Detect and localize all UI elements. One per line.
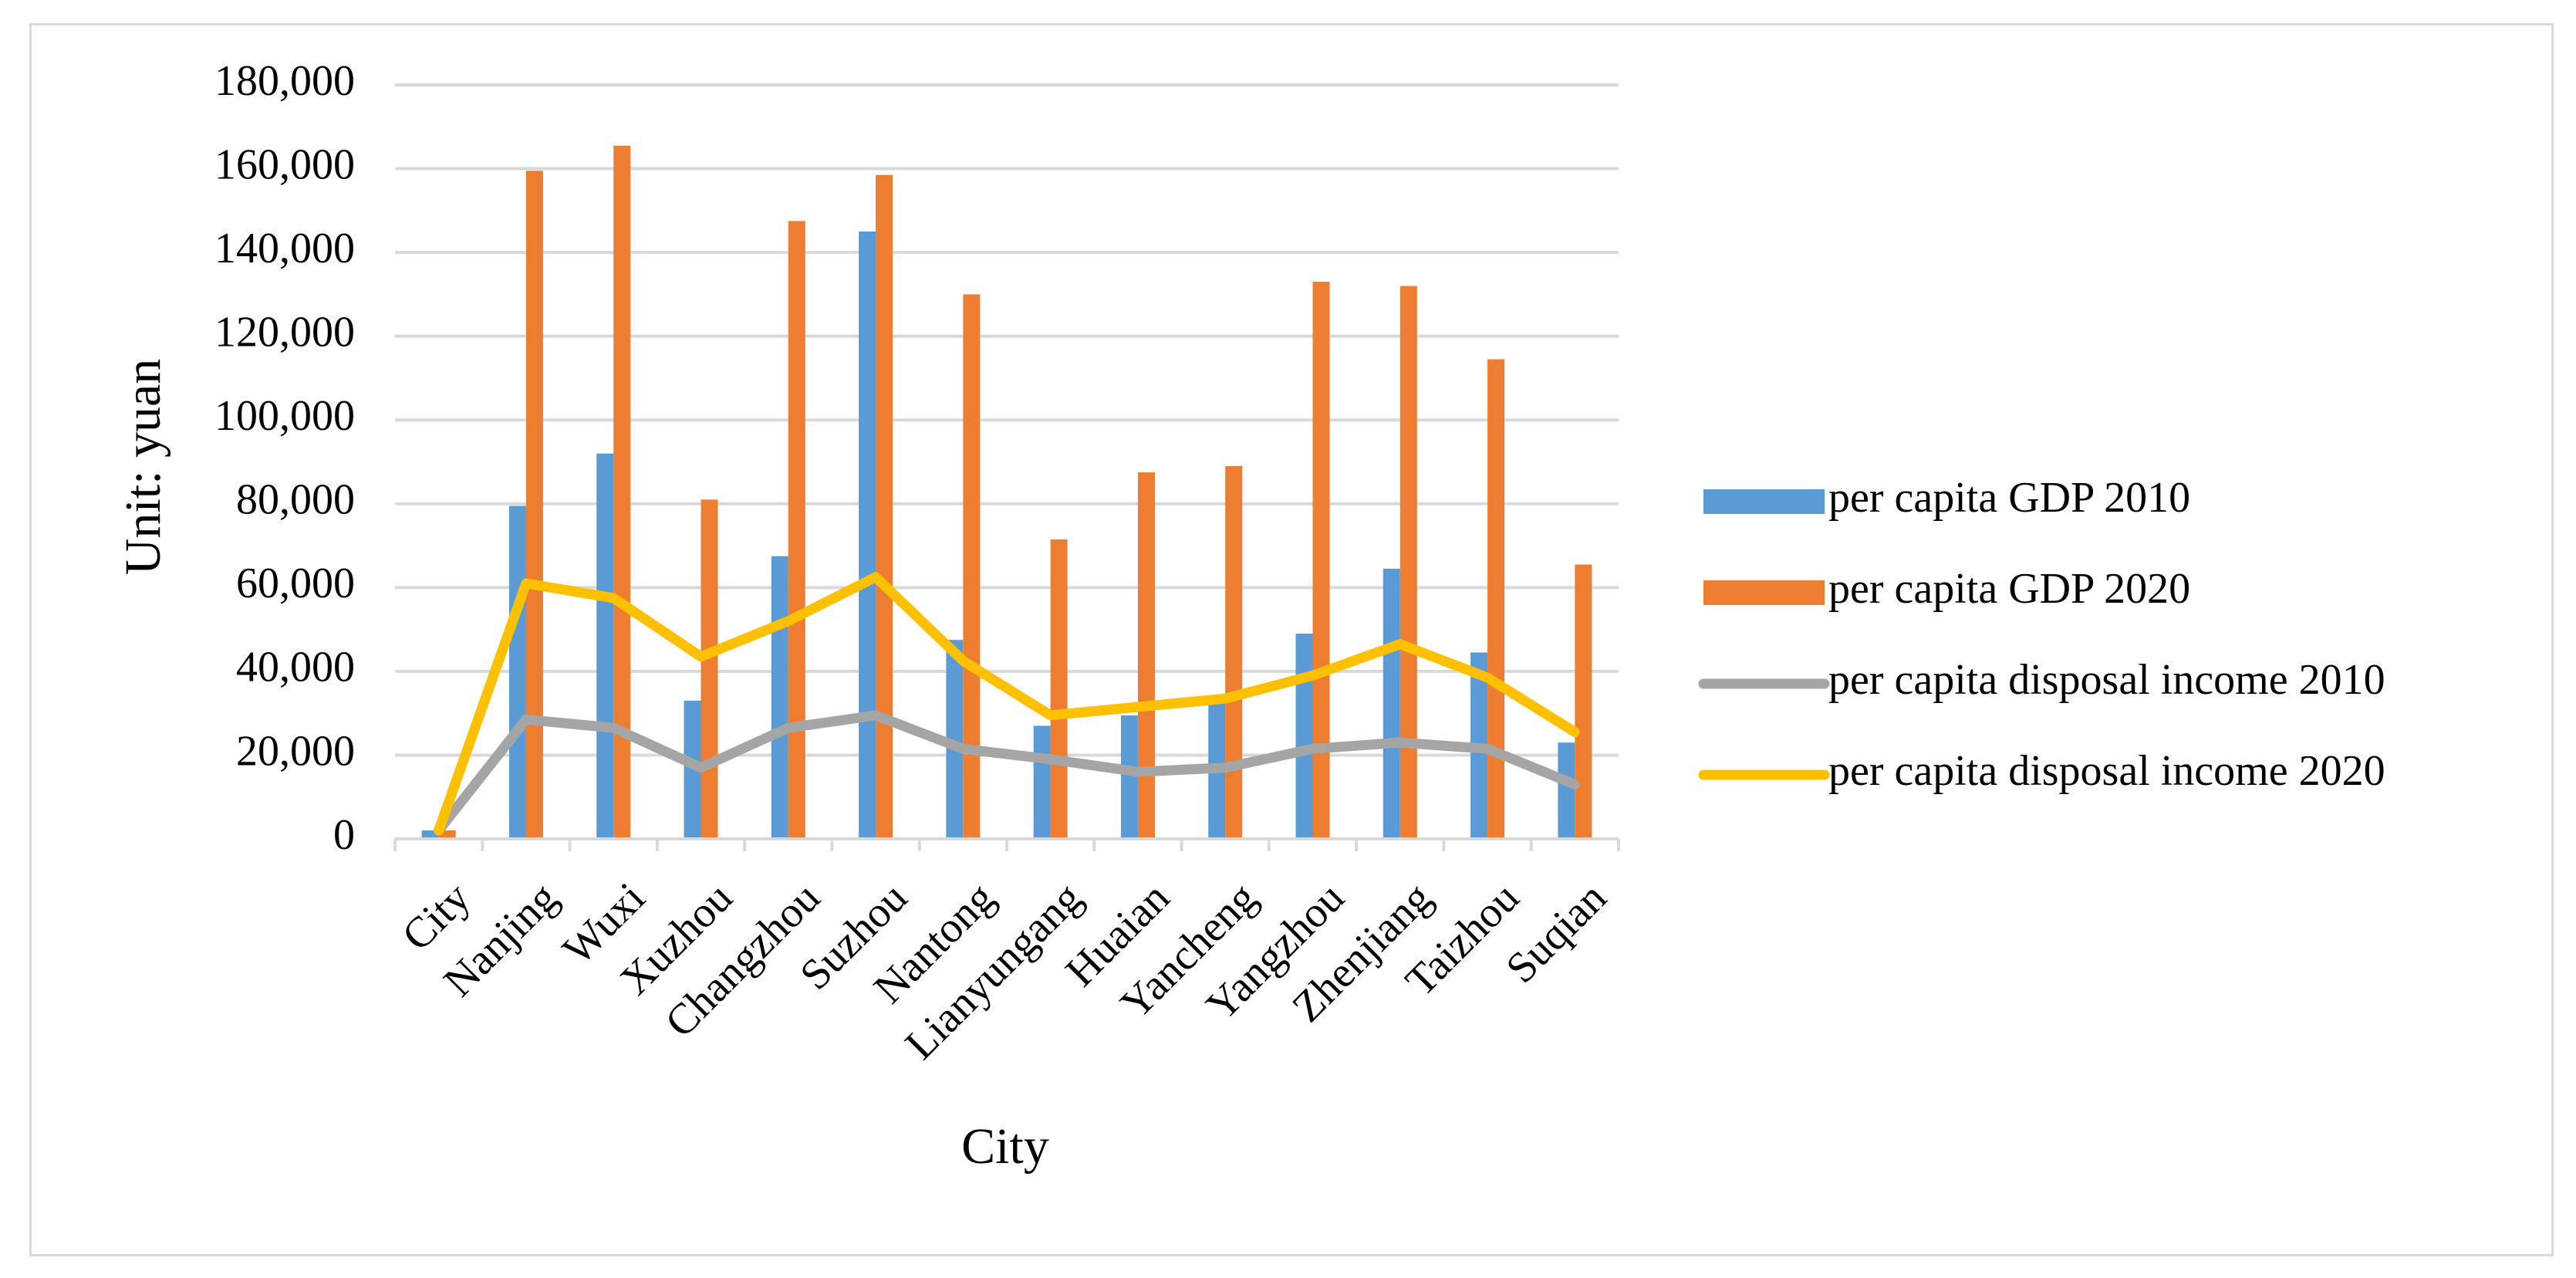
bar	[788, 221, 805, 839]
y-tick-label: 120,000	[214, 309, 355, 357]
bars	[421, 145, 1592, 840]
bar	[771, 556, 788, 839]
bar	[525, 171, 543, 840]
y-tick-label: 100,000	[214, 392, 355, 440]
bar	[701, 499, 718, 839]
legend-swatch	[1703, 580, 1825, 605]
x-axis	[393, 837, 1620, 851]
bar	[508, 505, 526, 839]
y-axis-title: Unit: yuan	[115, 359, 171, 575]
bar	[1399, 286, 1417, 839]
bar	[1137, 472, 1155, 839]
legend-swatch	[1703, 489, 1825, 514]
y-tick-label: 40,000	[236, 644, 355, 691]
x-axis-title: City	[961, 1118, 1049, 1175]
bar	[438, 830, 456, 839]
y-tick-label: 0	[333, 811, 355, 859]
bar	[1120, 715, 1138, 839]
y-tick-label: 140,000	[214, 225, 355, 272]
y-tick-label: 160,000	[214, 140, 355, 188]
bar	[596, 453, 614, 839]
y-tick-label: 20,000	[236, 727, 355, 775]
series-line	[434, 572, 1580, 836]
legend-label: per capita GDP 2020	[1828, 565, 2190, 613]
bar	[1295, 634, 1313, 839]
bar	[1558, 742, 1575, 839]
bar	[421, 830, 439, 839]
legend-label: per capita disposal income 2010	[1828, 656, 2385, 704]
bar	[946, 640, 964, 839]
legend-label: per capita disposal income 2020	[1828, 747, 2385, 795]
bar	[1487, 359, 1505, 840]
x-axis-ticks: CityNanjingWuxiXuzhouChangzhouSuzhouNant…	[393, 874, 1616, 1069]
bar	[684, 700, 701, 839]
bar	[876, 174, 893, 840]
y-tick-label: 80,000	[236, 476, 355, 524]
bar	[1575, 564, 1592, 839]
bar	[1225, 465, 1243, 839]
legend-label: per capita GDP 2010	[1828, 474, 2190, 522]
bar	[1383, 568, 1400, 839]
bar	[1033, 725, 1051, 839]
x-tick-label: Suqian	[1497, 874, 1615, 992]
y-tick-label: 60,000	[236, 560, 355, 607]
legend: per capita GDP 2010 per capita GDP 2020 pe…	[1698, 474, 2385, 795]
bar	[859, 231, 876, 839]
bar	[613, 145, 631, 840]
bar	[963, 294, 981, 839]
y-tick-label: 180,000	[214, 57, 355, 105]
series-line	[434, 710, 1580, 836]
y-axis-ticks: 0 20,000 40,000 60,000 80,000 100,000 120,000 1…	[214, 57, 355, 859]
bar	[1050, 539, 1068, 839]
lines	[434, 572, 1580, 836]
bar	[1312, 282, 1330, 839]
chart-frame	[29, 23, 2554, 1256]
